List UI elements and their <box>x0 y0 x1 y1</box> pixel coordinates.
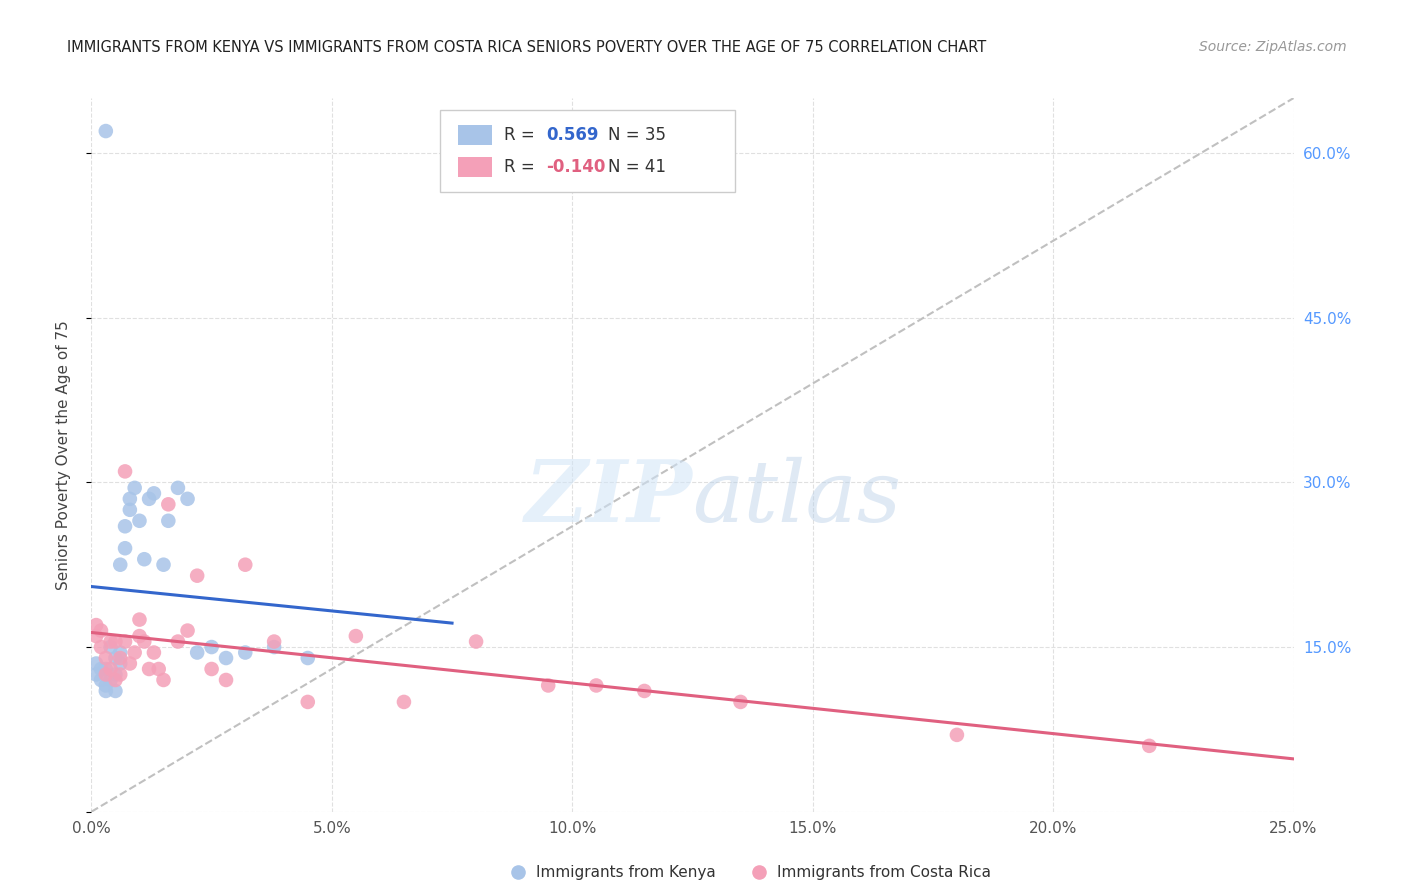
Point <box>157 514 180 528</box>
Point <box>94 667 117 681</box>
Point <box>176 491 198 506</box>
Point <box>128 514 150 528</box>
Point <box>537 678 560 692</box>
Point <box>100 673 122 687</box>
Point <box>84 629 107 643</box>
Point <box>1137 739 1160 753</box>
Point <box>104 673 127 687</box>
Point <box>152 558 174 572</box>
Point <box>152 673 174 687</box>
Point <box>138 662 160 676</box>
Point <box>730 695 752 709</box>
Text: R =: R = <box>503 159 540 177</box>
Point <box>167 481 190 495</box>
Point <box>114 519 136 533</box>
Point <box>104 667 127 681</box>
Text: IMMIGRANTS FROM KENYA VS IMMIGRANTS FROM COSTA RICA SENIORS POVERTY OVER THE AGE: IMMIGRANTS FROM KENYA VS IMMIGRANTS FROM… <box>67 40 987 55</box>
Point <box>946 728 969 742</box>
Point <box>124 646 146 660</box>
Point <box>148 662 170 676</box>
Bar <box>458 125 492 145</box>
Text: N = 41: N = 41 <box>609 159 666 177</box>
Point <box>215 651 238 665</box>
Point <box>94 124 117 138</box>
Point <box>124 481 146 495</box>
Point <box>90 624 112 638</box>
Point <box>201 662 224 676</box>
Point <box>90 662 112 676</box>
Point <box>233 646 256 660</box>
Point <box>104 634 127 648</box>
Point <box>157 497 180 511</box>
Point <box>465 634 488 648</box>
Bar <box>458 157 492 178</box>
Point <box>176 624 198 638</box>
Point <box>344 629 367 643</box>
Point <box>138 491 160 506</box>
Point <box>94 651 117 665</box>
Point <box>215 673 238 687</box>
Y-axis label: Seniors Poverty Over the Age of 75: Seniors Poverty Over the Age of 75 <box>56 320 70 590</box>
Point <box>104 684 127 698</box>
Point <box>585 678 607 692</box>
Point <box>84 657 107 671</box>
Point <box>94 684 117 698</box>
Point <box>134 552 156 566</box>
Point <box>118 491 141 506</box>
Point <box>297 695 319 709</box>
Point <box>233 558 256 572</box>
Text: -0.140: -0.140 <box>546 159 605 177</box>
Point <box>118 503 141 517</box>
Point <box>94 662 117 676</box>
Point <box>263 640 285 654</box>
Text: 0.569: 0.569 <box>546 127 599 145</box>
Text: atlas: atlas <box>692 457 901 539</box>
Text: ZIP: ZIP <box>524 456 692 540</box>
Point <box>114 541 136 556</box>
Text: Source: ZipAtlas.com: Source: ZipAtlas.com <box>1199 40 1347 54</box>
Point <box>392 695 415 709</box>
Point <box>110 667 132 681</box>
Point <box>90 673 112 687</box>
Point <box>633 684 655 698</box>
Point <box>186 568 208 582</box>
Point <box>100 640 122 654</box>
Point <box>84 618 107 632</box>
Point <box>100 634 122 648</box>
Point <box>128 629 150 643</box>
Point <box>128 613 150 627</box>
Point <box>84 667 107 681</box>
Point <box>94 678 117 692</box>
Point <box>110 646 132 660</box>
Point <box>104 651 127 665</box>
Point <box>201 640 224 654</box>
Point <box>110 651 132 665</box>
Point <box>114 464 136 478</box>
Text: R =: R = <box>503 127 540 145</box>
Point <box>167 634 190 648</box>
Point <box>142 486 165 500</box>
Point <box>118 657 141 671</box>
Point <box>110 657 132 671</box>
Point <box>110 558 132 572</box>
Point <box>100 662 122 676</box>
Point <box>90 640 112 654</box>
Text: N = 35: N = 35 <box>609 127 666 145</box>
Point <box>114 634 136 648</box>
Point <box>297 651 319 665</box>
Point <box>134 634 156 648</box>
Point <box>186 646 208 660</box>
Text: Immigrants from Kenya: Immigrants from Kenya <box>536 865 716 880</box>
FancyBboxPatch shape <box>440 111 734 193</box>
Point <box>142 646 165 660</box>
Point <box>263 634 285 648</box>
Text: Immigrants from Costa Rica: Immigrants from Costa Rica <box>776 865 991 880</box>
